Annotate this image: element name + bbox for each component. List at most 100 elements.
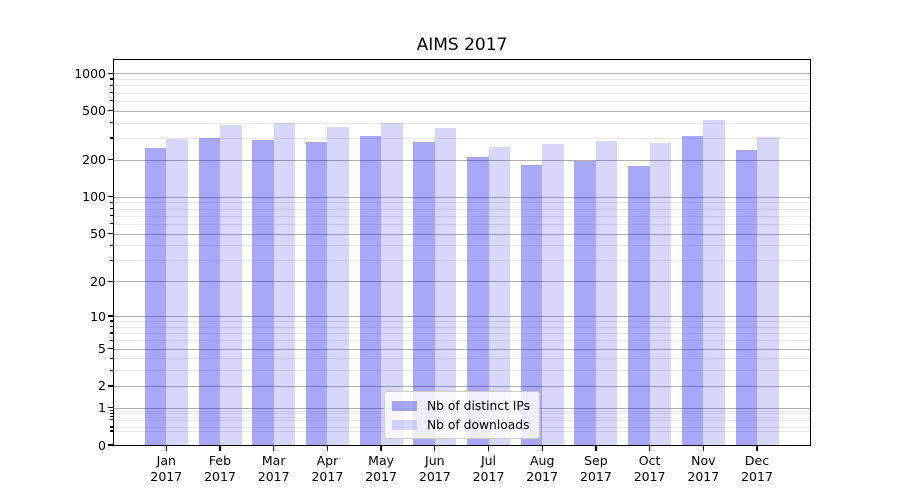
y-tick — [108, 315, 113, 317]
y-tick — [108, 159, 113, 161]
gridline-minor — [113, 202, 811, 204]
y-tick-label: 100 — [82, 189, 106, 205]
x-tick-label: Mar 2017 — [257, 453, 290, 484]
y-minor-tick — [110, 207, 113, 210]
x-tick — [219, 446, 221, 451]
y-minor-tick — [110, 412, 113, 415]
gridline-minor — [113, 92, 811, 94]
gridline-minor — [113, 208, 811, 210]
y-tick — [108, 72, 113, 74]
legend-label-downloads: Nb of downloads — [426, 417, 530, 432]
bar-downloads-apr — [327, 126, 349, 446]
y-tick — [108, 196, 113, 198]
x-tick-label: Jun 2017 — [418, 453, 451, 484]
legend-entry-distinct-ips: Nb of distinct IPs — [391, 397, 531, 414]
gridline-minor — [113, 79, 811, 80]
gridline-major — [113, 348, 811, 350]
y-minor-tick — [110, 91, 113, 94]
bar-distinct-ips-apr — [305, 141, 328, 446]
gridline-major — [113, 385, 811, 387]
gridline-minor — [113, 138, 811, 139]
x-tick-label: Apr 2017 — [311, 453, 344, 484]
x-tick — [487, 446, 490, 451]
gridline-minor — [113, 333, 811, 335]
y-tick — [108, 347, 113, 350]
bar-downloads-jan — [166, 139, 188, 446]
bar-downloads-dec — [757, 137, 779, 446]
y-tick-label: 50 — [90, 226, 106, 241]
x-tick — [434, 446, 436, 451]
bar-downloads-nov — [703, 120, 725, 446]
gridline-major — [113, 316, 811, 317]
x-tick-label: Jan 2017 — [150, 453, 183, 484]
gridline-minor — [113, 215, 811, 217]
x-tick-label: Feb 2017 — [204, 453, 236, 484]
bar-distinct-ips-jun — [413, 141, 435, 446]
y-minor-tick — [110, 419, 113, 421]
y-minor-tick — [110, 357, 113, 360]
y-tick — [108, 280, 113, 282]
bar-downloads-oct — [649, 143, 672, 446]
x-tick — [756, 446, 758, 451]
y-minor-tick — [110, 100, 113, 102]
y-minor-tick — [110, 326, 113, 328]
gridline-minor — [113, 85, 811, 87]
legend-label-distinct-ips: Nb of distinct IPs — [426, 398, 531, 413]
y-minor-tick — [110, 223, 113, 225]
gridline-major — [113, 196, 811, 198]
y-minor-tick — [110, 409, 113, 412]
y-tick — [108, 385, 113, 387]
y-tick — [108, 407, 113, 409]
x-tick-label: Dec 2017 — [741, 453, 773, 484]
bar-distinct-ips-mar — [252, 140, 274, 446]
bar-distinct-ips-dec — [735, 149, 757, 446]
x-tick — [165, 446, 167, 451]
gridline-minor — [113, 223, 811, 225]
gridline-minor — [113, 340, 811, 342]
y-minor-tick — [110, 137, 113, 139]
bar-downloads-may — [381, 123, 403, 446]
bar-distinct-ips-jan — [144, 147, 167, 446]
y-tick — [108, 444, 113, 446]
y-tick-label: 5 — [98, 341, 106, 357]
gridline-major — [113, 159, 811, 161]
gridline-major — [113, 233, 811, 235]
chart-title: AIMS 2017 — [416, 35, 508, 55]
y-minor-tick — [110, 121, 113, 124]
y-minor-tick — [110, 339, 113, 341]
legend-swatch-downloads — [391, 419, 417, 430]
y-minor-tick — [110, 426, 113, 428]
y-tick-label: 10 — [90, 308, 106, 324]
bar-distinct-ips-nov — [681, 136, 704, 446]
gridline-minor — [113, 370, 811, 372]
bar-downloads-aug — [542, 144, 564, 446]
gridline-minor — [113, 245, 811, 247]
y-tick-label: 500 — [82, 103, 106, 118]
y-minor-tick — [110, 320, 113, 322]
gridline-major — [113, 73, 811, 75]
y-minor-tick — [110, 84, 113, 86]
gridline-minor — [113, 321, 811, 323]
y-tick-label: 1 — [98, 400, 106, 416]
x-tick-label: Jul 2017 — [472, 453, 505, 484]
bar-distinct-ips-oct — [628, 165, 650, 446]
bar-distinct-ips-feb — [198, 138, 220, 446]
x-tick-label: Aug 2017 — [526, 453, 559, 484]
x-tick-label: Sep 2017 — [579, 453, 612, 484]
x-tick-label: May 2017 — [365, 453, 397, 484]
gridline-major — [113, 281, 811, 283]
gridline-minor — [113, 100, 811, 102]
legend-swatch-distinct-ips — [391, 400, 417, 411]
y-minor-tick — [110, 78, 113, 80]
y-tick-label: 200 — [82, 152, 106, 168]
y-tick-label: 2 — [98, 378, 106, 394]
gridline-minor — [113, 122, 811, 124]
y-minor-tick — [110, 369, 113, 372]
gridline-minor — [113, 326, 811, 328]
y-tick — [108, 109, 113, 112]
y-minor-tick — [110, 201, 113, 203]
plot-area: Nb of distinct IPs Nb of downloads — [113, 59, 811, 446]
x-tick-label: Oct 2017 — [633, 453, 666, 484]
y-minor-tick — [110, 430, 113, 432]
